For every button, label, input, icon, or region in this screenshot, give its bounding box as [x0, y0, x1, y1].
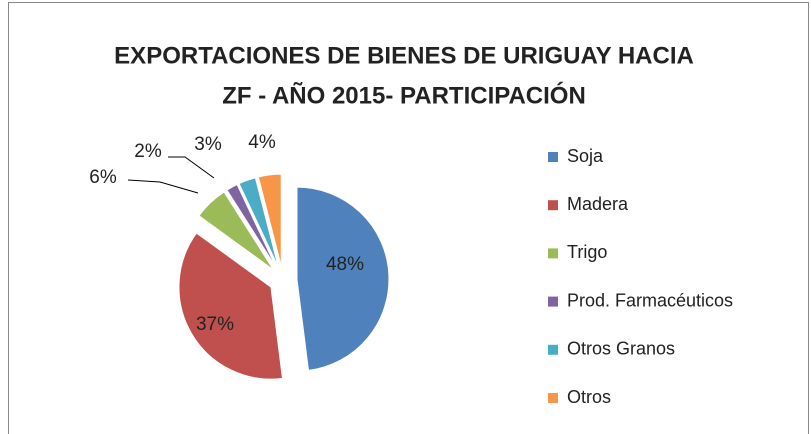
data-label: 37% — [196, 314, 234, 335]
legend-label: Otros Granos — [567, 339, 675, 359]
chart-frame — [8, 2, 809, 434]
data-label: 2% — [134, 141, 162, 162]
pie-slice — [226, 183, 277, 268]
pie-slice — [198, 191, 274, 271]
leader-line — [168, 156, 215, 179]
data-label: 48% — [326, 254, 364, 275]
legend-swatch — [548, 152, 558, 162]
legend-label: Madera — [567, 194, 629, 214]
legend-label: Otros — [567, 387, 611, 407]
data-label: 6% — [89, 167, 117, 188]
chart-title: EXPORTACIONES DE BIENES DE URIGUAY HACIA — [114, 42, 694, 69]
legend-label: Soja — [567, 146, 604, 166]
legend-swatch — [548, 200, 558, 211]
pie-slice — [178, 232, 284, 380]
data-label: 3% — [194, 134, 222, 155]
chart-title: ZF - AÑO 2015- PARTICIPACIÓN — [222, 81, 586, 109]
pie-slice — [296, 186, 390, 371]
pie-slice — [238, 177, 279, 268]
legend-label: Trigo — [567, 242, 607, 262]
legend-swatch — [548, 393, 558, 403]
legend-swatch — [548, 248, 558, 259]
leader-line — [127, 179, 199, 194]
data-label: 4% — [248, 132, 276, 153]
legend-swatch — [548, 344, 558, 355]
legend-label: Prod. Farmacéuticos — [567, 290, 733, 310]
pie-slice — [257, 173, 282, 267]
legend-swatch — [548, 296, 558, 307]
